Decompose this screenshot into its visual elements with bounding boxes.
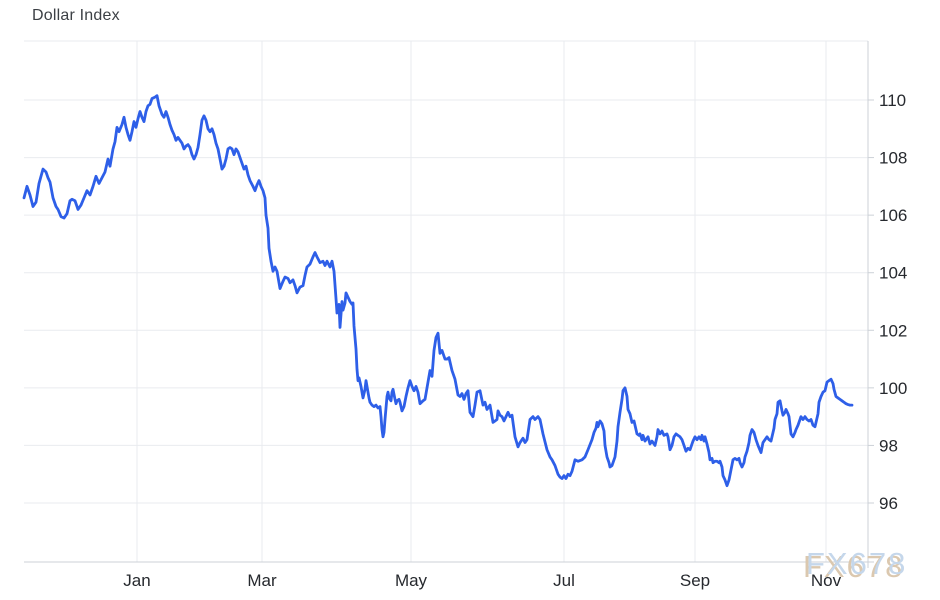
y-tick-label: 100: [879, 379, 907, 398]
x-tick-label: Jan: [123, 571, 150, 590]
y-tick-label: 96: [879, 494, 898, 513]
y-tick-label: 104: [879, 264, 907, 283]
y-tick-label: 102: [879, 321, 907, 340]
y-tick-label: 106: [879, 206, 907, 225]
x-tick-label: Sep: [680, 571, 710, 590]
x-tick-label: May: [395, 571, 428, 590]
x-tick-label: Mar: [247, 571, 277, 590]
y-tick-label: 110: [879, 91, 906, 110]
price-line: [22, 94, 854, 488]
x-tick-label: Nov: [811, 571, 842, 590]
chart-title: Dollar Index: [32, 7, 120, 24]
y-tick-label: 108: [879, 149, 907, 168]
watermark: FX678: [806, 546, 908, 581]
y-tick-label: 98: [879, 436, 898, 455]
x-tick-label: Jul: [553, 571, 575, 590]
